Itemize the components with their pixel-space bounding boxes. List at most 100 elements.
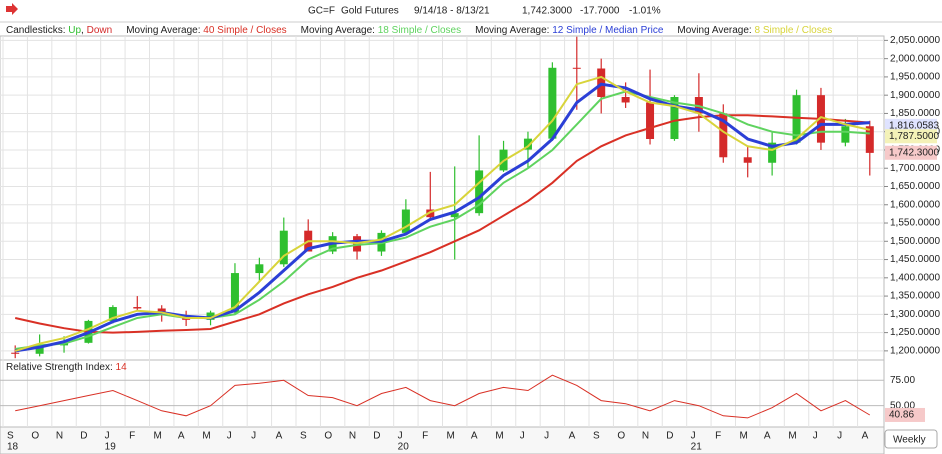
x-tick-label: J bbox=[691, 431, 696, 442]
y-tick-label: 1,900.0000 bbox=[890, 90, 940, 101]
candle-body bbox=[401, 209, 410, 233]
x-tick-label: A bbox=[178, 431, 185, 442]
candle-body bbox=[279, 230, 288, 265]
candle-body bbox=[841, 126, 850, 143]
rsi-title-text: Relative Strength Index: bbox=[6, 362, 116, 373]
rsi-value-box bbox=[885, 407, 925, 422]
y-tick-label: 1,500.0000 bbox=[890, 236, 940, 247]
x-tick-label: M bbox=[154, 431, 162, 442]
current-value-box bbox=[885, 145, 937, 160]
candle-body bbox=[206, 312, 215, 320]
moving-average bbox=[15, 90, 870, 350]
x-tick-label: J bbox=[251, 431, 256, 442]
candle-body bbox=[255, 264, 264, 274]
x-tick-label: S bbox=[7, 431, 14, 442]
x-tick-label: J bbox=[837, 431, 842, 442]
candle-body bbox=[523, 138, 532, 150]
y-tick-label: 1,650.0000 bbox=[890, 181, 940, 192]
candle-body bbox=[450, 213, 459, 218]
x-tick-label: A bbox=[764, 431, 771, 442]
legend-part: 12 Simple / Median Price bbox=[552, 25, 664, 36]
date-range: 9/14/18 - 8/13/21 bbox=[414, 6, 490, 17]
x-tick-label: O bbox=[324, 431, 332, 442]
interval-button[interactable] bbox=[884, 429, 938, 449]
candle-body bbox=[230, 273, 239, 313]
x-tick-label: M bbox=[447, 431, 455, 442]
legend-part: Down bbox=[87, 25, 113, 36]
candle-body bbox=[426, 209, 435, 218]
candle-body bbox=[743, 157, 752, 163]
x-tick-label: N bbox=[349, 431, 356, 442]
candle-body bbox=[475, 170, 484, 214]
y-tick-label: 1,200.0000 bbox=[890, 346, 940, 357]
y-tick-label: 2,000.0000 bbox=[890, 53, 940, 64]
y-tick-label: 2,050.0000 bbox=[890, 35, 940, 46]
y-tick-label: 1,600.0000 bbox=[890, 199, 940, 210]
change-pct: -1.01% bbox=[629, 6, 661, 17]
x-tick-label: D bbox=[666, 431, 673, 442]
legend-part: Moving Average: bbox=[677, 25, 754, 36]
candle-body bbox=[768, 142, 777, 163]
x-tick-label: M bbox=[202, 431, 210, 442]
legend-part: 8 Simple / Closes bbox=[754, 25, 832, 36]
current-value-box bbox=[885, 129, 937, 144]
x-tick-label: J bbox=[105, 431, 110, 442]
x-tick-label: N bbox=[642, 431, 649, 442]
x-tick-label: O bbox=[31, 431, 39, 442]
last-price: 1,742.3000 bbox=[522, 6, 572, 17]
candle-body bbox=[11, 352, 20, 354]
change: -17.7000 bbox=[580, 6, 620, 17]
candle-body bbox=[548, 67, 557, 139]
x-tick-label: M bbox=[495, 431, 503, 442]
x-tick-label: J bbox=[544, 431, 549, 442]
rsi-line bbox=[15, 374, 871, 419]
current-value-label: 1,816.0583 bbox=[889, 120, 939, 131]
y-tick-label: 1,350.0000 bbox=[890, 291, 940, 302]
y-tick-label: 75.00 bbox=[890, 375, 915, 386]
symbol: GC=F bbox=[308, 6, 335, 17]
y-tick-label: 1,850.0000 bbox=[890, 108, 940, 119]
candle-body bbox=[865, 126, 874, 153]
year-label: 18 bbox=[7, 442, 19, 453]
y-tick-label: 1,450.0000 bbox=[890, 254, 940, 265]
x-tick-label: A bbox=[569, 431, 576, 442]
candle-body bbox=[719, 113, 728, 158]
y-tick-label: 1,300.0000 bbox=[890, 309, 940, 320]
x-tick-label: J bbox=[398, 431, 403, 442]
y-tick-label: 1,700.0000 bbox=[890, 163, 940, 174]
x-tick-label: D bbox=[80, 431, 87, 442]
legend-part: Up bbox=[68, 25, 81, 36]
y-tick-label: 1,950.0000 bbox=[890, 72, 940, 83]
x-tick-label: J bbox=[227, 431, 232, 442]
x-tick-label: S bbox=[300, 431, 307, 442]
candle-body bbox=[108, 307, 117, 321]
instrument-name: Gold Futures bbox=[341, 6, 399, 17]
x-tick-label: A bbox=[276, 431, 283, 442]
moving-average bbox=[14, 75, 871, 352]
interval-label[interactable]: Weekly bbox=[893, 435, 926, 446]
x-tick-label: M bbox=[740, 431, 748, 442]
x-tick-label: A bbox=[471, 431, 478, 442]
x-tick-label: D bbox=[373, 431, 380, 442]
candle-body bbox=[133, 307, 142, 309]
x-tick-label: M bbox=[788, 431, 796, 442]
current-value-label: 1,742.3000 bbox=[889, 147, 939, 158]
legend-part: , bbox=[81, 25, 87, 36]
candle-body bbox=[572, 67, 581, 69]
candle-body bbox=[646, 102, 655, 140]
current-value-label: 1,787.5000 bbox=[889, 131, 939, 142]
legend: Candlesticks: Up, Down Moving Average: 40… bbox=[6, 25, 832, 36]
candle-body bbox=[621, 97, 630, 103]
legend-part: 40 Simple / Closes bbox=[203, 25, 286, 36]
legend-part: Moving Average: bbox=[301, 25, 378, 36]
candle-body bbox=[35, 345, 44, 354]
x-tick-label: F bbox=[129, 431, 135, 442]
x-tick-label: F bbox=[422, 431, 428, 442]
year-label: 20 bbox=[398, 442, 410, 453]
y-tick-label: 1,250.0000 bbox=[890, 327, 940, 338]
x-tick-label: J bbox=[520, 431, 525, 442]
legend-part: Candlesticks: bbox=[6, 25, 68, 36]
back-icon[interactable] bbox=[6, 3, 18, 15]
candle-body bbox=[792, 95, 801, 143]
